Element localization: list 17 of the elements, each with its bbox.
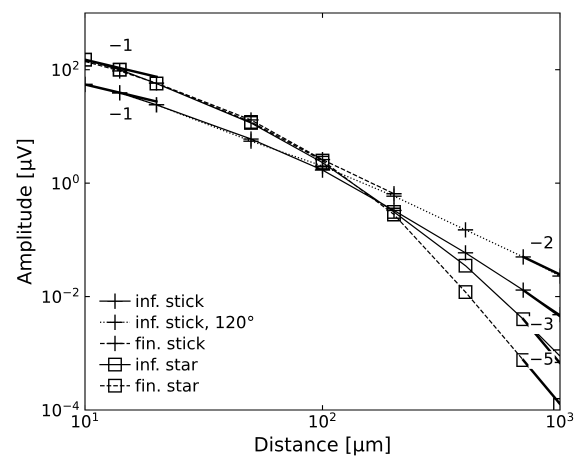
legend-label: fin. star — [135, 378, 199, 392]
series-label: −1 — [110, 107, 132, 120]
y-tick-label: 10$^{0}$ — [52, 174, 79, 190]
x-axis-title: Distance [μm] — [256, 436, 390, 456]
legend-label: inf. stick, 120° — [136, 315, 254, 330]
x-tick-label: 10$^{3}$ — [547, 412, 574, 428]
x-tick-label: 10$^{2}$ — [310, 412, 336, 428]
legend-label: inf. stick — [136, 294, 204, 308]
series-label: −1 — [110, 38, 132, 51]
y-tick-label: 10$^{−2}$ — [42, 288, 78, 304]
series-label: −3 — [531, 317, 553, 330]
y-tick-label: 10$^{2}$ — [52, 60, 78, 76]
legend-label: inf. star — [136, 358, 198, 371]
y-axis-title: Amplitude [μV] — [16, 140, 36, 285]
legend-label: fin. stick — [135, 336, 206, 350]
series-label: −2 — [531, 236, 552, 248]
series-label: −5 — [531, 352, 552, 365]
